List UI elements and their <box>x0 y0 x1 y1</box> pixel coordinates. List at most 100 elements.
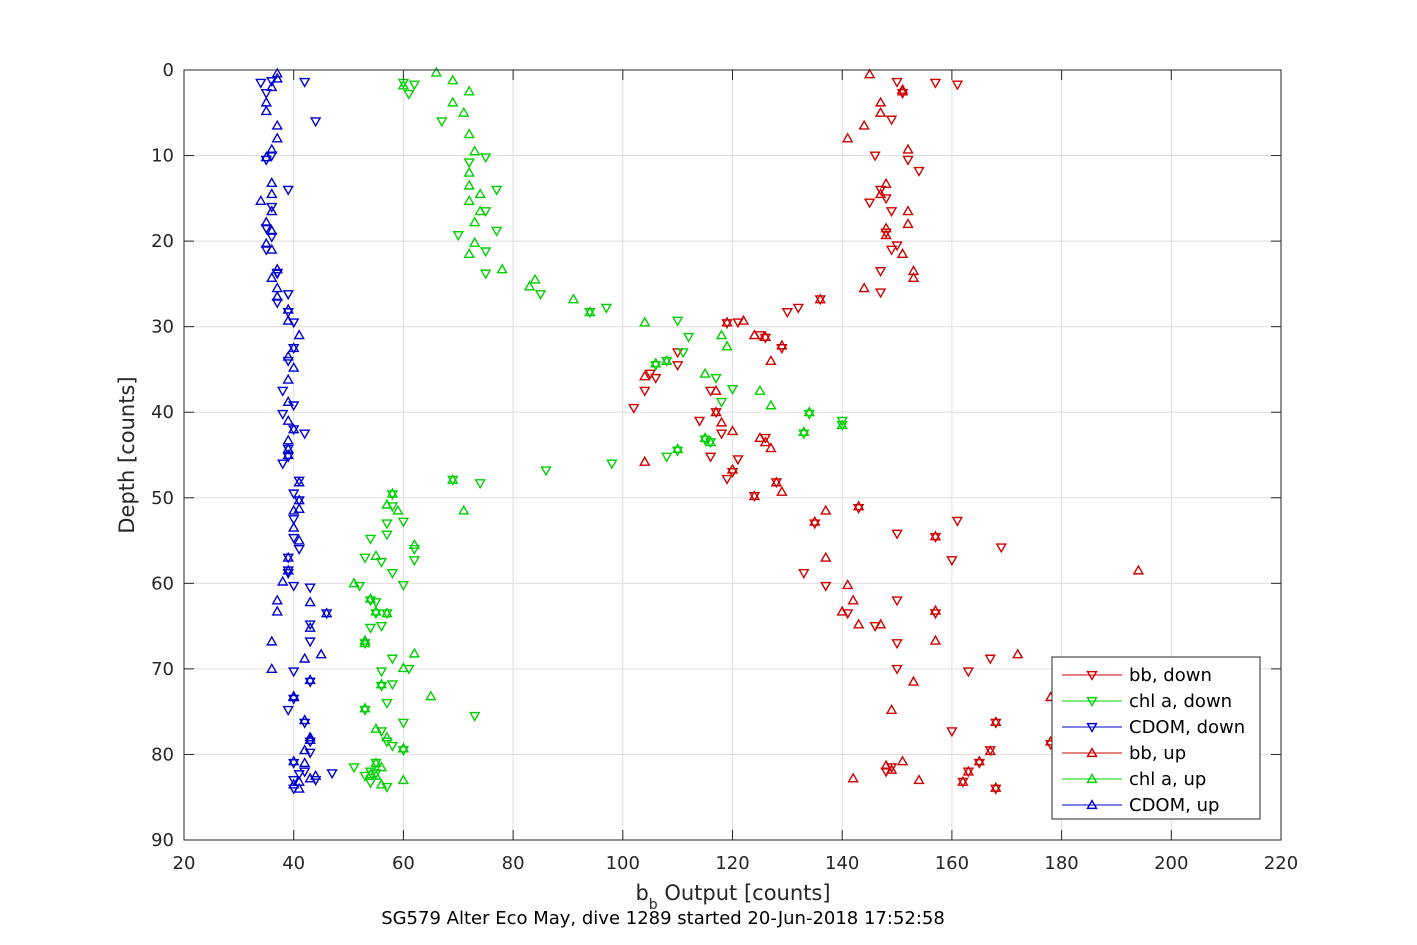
data-point <box>820 581 832 592</box>
data-point <box>523 280 536 291</box>
data-point <box>397 580 410 591</box>
data-point <box>995 543 1007 554</box>
data-point <box>282 443 294 454</box>
data-point <box>748 329 761 340</box>
data-point <box>852 618 865 629</box>
legend-label: CDOM, up <box>1129 795 1219 816</box>
ticks-group: 20 40 60 80 100 120 140 160 180 200 220 0 10 20 30 40 50… <box>151 60 1298 874</box>
data-point <box>699 435 711 446</box>
data-point <box>282 705 294 716</box>
data-point <box>298 714 311 725</box>
data-point <box>287 342 300 353</box>
series-chl-a-up <box>348 66 848 789</box>
data-point <box>721 340 733 351</box>
data-point <box>737 314 750 325</box>
data-point <box>902 218 914 229</box>
data-point <box>1012 648 1024 659</box>
data-point <box>359 637 371 648</box>
data-point <box>490 185 503 196</box>
data-point <box>386 490 399 501</box>
data-point <box>381 498 393 509</box>
data-point <box>951 80 964 91</box>
data-point <box>282 185 294 196</box>
data-point <box>699 367 711 378</box>
data-point <box>463 179 475 190</box>
data-point <box>479 153 492 164</box>
data-point <box>529 273 541 284</box>
data-point <box>381 731 393 742</box>
data-point <box>885 763 898 774</box>
data-point <box>282 356 294 367</box>
data-point <box>891 664 903 675</box>
data-point <box>463 85 475 96</box>
data-point <box>359 705 371 716</box>
data-point <box>293 770 305 781</box>
data-point <box>946 727 958 738</box>
data-point <box>699 431 711 442</box>
data-point <box>776 485 788 496</box>
data-point <box>748 490 761 501</box>
data-point <box>639 316 651 327</box>
data-point <box>474 479 486 490</box>
data-point <box>260 151 272 162</box>
data-point <box>490 226 503 237</box>
data-point <box>715 397 728 408</box>
chart-footer: SG579 Alter Eco May, dive 1289 started 2… <box>381 908 945 929</box>
data-point <box>885 704 898 715</box>
data-point <box>759 436 772 447</box>
data-point <box>381 607 393 618</box>
data-point <box>326 769 338 780</box>
data-point <box>255 78 267 89</box>
data-point <box>386 568 399 579</box>
data-point <box>304 733 316 744</box>
x-tick-label: 80 <box>502 853 525 874</box>
data-point <box>320 607 333 618</box>
data-point <box>359 553 371 564</box>
data-point <box>468 145 481 156</box>
data-point <box>266 143 278 154</box>
data-point <box>896 248 909 259</box>
data-point <box>397 718 410 729</box>
data-point <box>403 89 415 100</box>
legend-label: bb, up <box>1129 743 1186 764</box>
data-point <box>468 236 481 247</box>
data-point <box>271 269 283 280</box>
data-point <box>452 231 464 242</box>
data-point <box>287 533 300 544</box>
data-point <box>271 132 283 143</box>
data-point <box>287 581 300 592</box>
data-point <box>271 594 283 605</box>
data-point <box>841 132 854 143</box>
data-point <box>381 699 393 710</box>
data-point <box>803 406 815 417</box>
data-point <box>715 416 728 427</box>
data-point <box>584 306 596 317</box>
data-point <box>359 702 371 713</box>
data-point <box>370 550 382 561</box>
data-point <box>408 556 421 567</box>
data-point <box>255 194 267 205</box>
data-point <box>792 303 805 314</box>
data-point <box>304 596 316 607</box>
data-point <box>266 271 278 282</box>
data-point <box>364 768 377 779</box>
data-point <box>628 403 640 414</box>
data-point <box>770 476 783 487</box>
data-point <box>841 579 854 590</box>
data-point <box>721 316 733 327</box>
data-point <box>660 452 673 463</box>
data-point <box>315 648 327 659</box>
data-point <box>814 293 826 304</box>
data-point <box>458 504 470 515</box>
data-point <box>397 742 410 753</box>
data-point <box>298 77 311 88</box>
data-point <box>891 529 903 540</box>
y-tick-label: 30 <box>151 317 174 338</box>
data-point <box>463 248 475 259</box>
data-point <box>973 755 986 766</box>
legend-marker <box>1086 696 1098 707</box>
data-point <box>304 621 316 632</box>
data-point <box>990 718 1002 729</box>
data-point <box>266 188 278 199</box>
data-point <box>852 503 865 514</box>
